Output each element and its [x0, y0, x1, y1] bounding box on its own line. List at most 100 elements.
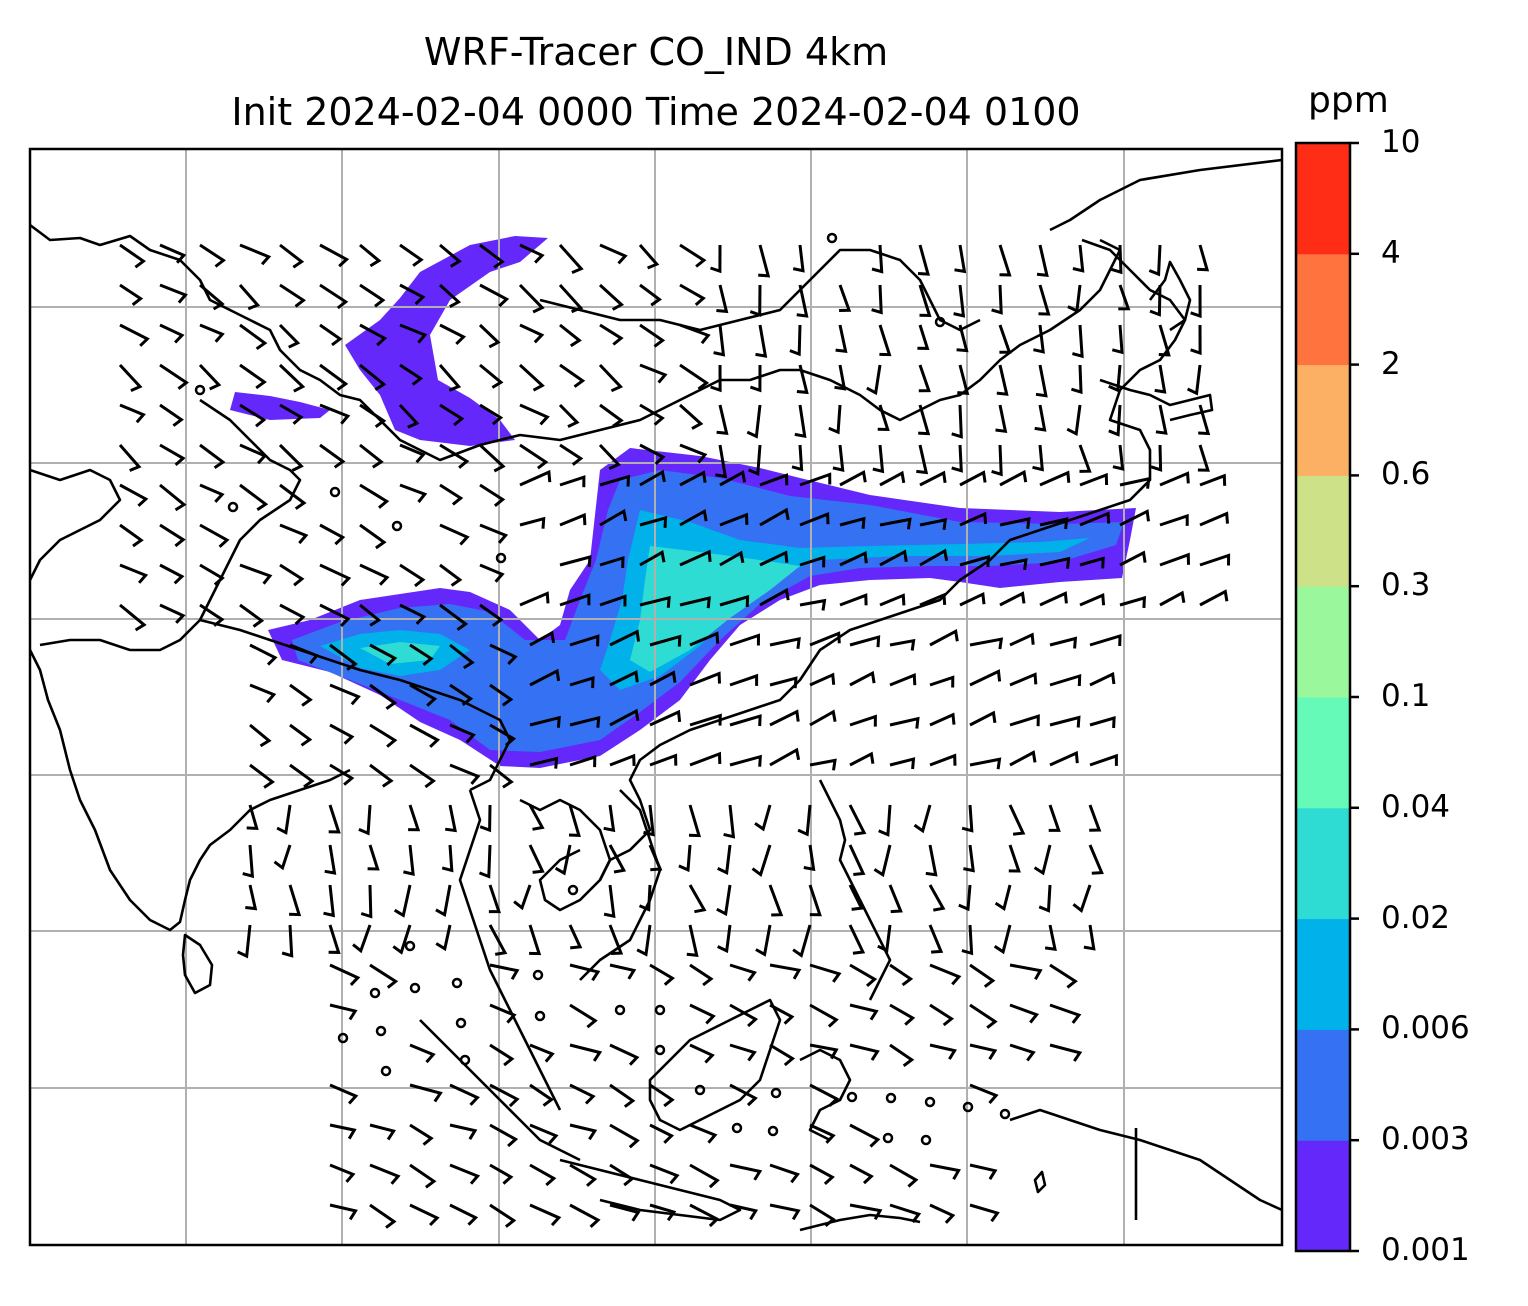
- wind-barb: [198, 363, 222, 391]
- wind-barb: [729, 1083, 758, 1107]
- wind-barb: [963, 844, 975, 873]
- wind-barb: [359, 483, 390, 509]
- wind-barb: [809, 631, 841, 647]
- wind-barb: [449, 683, 474, 706]
- wind-barb: [449, 643, 475, 670]
- wind-barb: [918, 364, 931, 393]
- wind-barb: [717, 924, 732, 954]
- wind-barb: [439, 603, 469, 631]
- calm-wind-marker: [534, 1010, 546, 1022]
- wind-barb: [639, 403, 665, 426]
- wind-barb: [239, 443, 268, 465]
- wind-barb: [438, 283, 462, 309]
- wind-barb: [1035, 364, 1048, 398]
- wind-barb: [479, 283, 510, 308]
- wind-barb: [479, 243, 505, 269]
- calm-wind-marker: [227, 501, 239, 513]
- wind-barb: [360, 884, 373, 919]
- wind-barb: [281, 924, 294, 958]
- wind-barb: [1190, 284, 1202, 319]
- wind-barb: [319, 363, 349, 391]
- wind-barb: [119, 403, 146, 424]
- wind-barb: [528, 844, 545, 874]
- wind-barb: [929, 1163, 961, 1180]
- wind-barb: [519, 443, 549, 470]
- wind-barb: [928, 884, 946, 912]
- wind-barb: [569, 1003, 598, 1029]
- wind-barb: [239, 323, 268, 351]
- wind-barb: [603, 804, 616, 833]
- wind-barb: [878, 804, 892, 837]
- wind-barb: [769, 1043, 796, 1067]
- himalaya-border: [199, 618, 512, 792]
- wind-barb: [999, 516, 1031, 529]
- wind-barb: [1159, 513, 1189, 527]
- wind-barb: [478, 323, 501, 349]
- calm-wind-marker: [885, 1092, 897, 1104]
- wind-barb: [969, 1043, 998, 1060]
- wind-barb: [686, 924, 699, 958]
- wind-barb: [118, 444, 142, 472]
- wind-barb: [994, 884, 1012, 912]
- wind-barb: [1199, 589, 1229, 607]
- wind-barb: [479, 523, 509, 544]
- wind-barb: [713, 324, 726, 357]
- wind-barb: [889, 638, 916, 651]
- wind-barb: [609, 1203, 641, 1222]
- wind-barb: [873, 844, 892, 878]
- wind-barb: [689, 1043, 715, 1064]
- wind-barb: [749, 364, 762, 393]
- wind-barb: [408, 804, 421, 832]
- wind-barb: [789, 324, 802, 357]
- wind-barb: [729, 1163, 763, 1181]
- wind-barb: [639, 550, 666, 567]
- wind-barb: [403, 844, 415, 877]
- wind-barb: [559, 475, 586, 488]
- wind-barb: [479, 603, 504, 627]
- colorbar-tick-label: 0.3: [1381, 567, 1431, 604]
- wind-barb: [889, 963, 914, 987]
- wind-barb: [479, 563, 505, 583]
- wind-barb: [794, 404, 807, 439]
- wind-barb: [716, 404, 729, 436]
- wind-barb: [559, 512, 587, 527]
- wind-barb: [879, 593, 906, 607]
- wind-barb: [392, 924, 412, 955]
- wind-barb: [449, 1203, 479, 1226]
- wind-barb: [519, 243, 545, 264]
- wind-barb: [866, 364, 882, 396]
- wind-barb: [679, 323, 711, 345]
- wind-barb: [1111, 324, 1124, 355]
- wind-barb: [478, 844, 492, 879]
- wind-barb: [791, 444, 804, 472]
- calm-wind-marker: [654, 1004, 666, 1016]
- wind-barb: [239, 603, 265, 628]
- wind-barb: [199, 603, 225, 627]
- wind-barb: [1049, 636, 1078, 649]
- wind-barb: [849, 1043, 880, 1061]
- wind-barb: [719, 470, 747, 487]
- wind-barb: [849, 714, 877, 727]
- wind-barb: [996, 364, 1009, 396]
- wind-barb: [329, 643, 358, 671]
- sulawesi: [799, 1048, 852, 1142]
- wind-barb: [1079, 592, 1106, 607]
- wind-barb: [159, 403, 184, 427]
- wind-barb: [729, 714, 762, 727]
- wind-barb: [329, 963, 361, 986]
- wind-barb: [729, 633, 761, 647]
- wind-barb: [279, 283, 306, 308]
- wind-barb: [393, 884, 412, 918]
- wind-barb: [1119, 595, 1147, 608]
- colorbar-tick-label: 10: [1381, 124, 1421, 160]
- wind-barb: [513, 884, 532, 911]
- wind-barb: [969, 1083, 999, 1104]
- wind-barb: [439, 563, 463, 587]
- wind-barb: [956, 324, 969, 353]
- calm-wind-marker: [404, 940, 416, 952]
- wind-barb: [1009, 1003, 1040, 1024]
- wind-barb: [445, 804, 457, 833]
- wind-barb: [599, 508, 628, 527]
- wind-barb: [369, 683, 398, 710]
- wind-barb: [951, 404, 963, 439]
